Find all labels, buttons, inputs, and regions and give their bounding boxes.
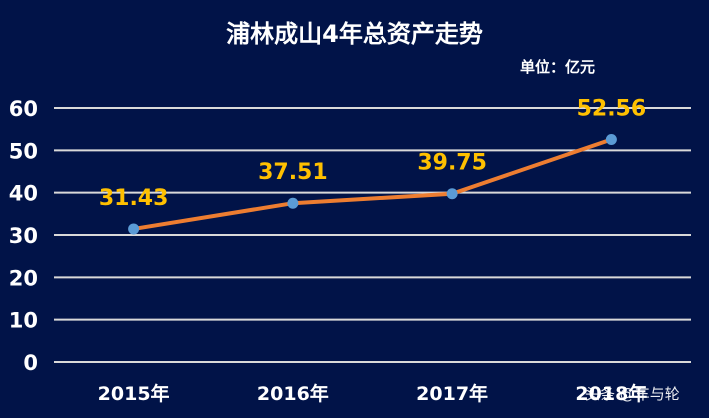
chart-title: 浦林成山4年总资产走势	[226, 20, 483, 48]
y-tick-label: 20	[9, 266, 38, 290]
data-point-marker	[287, 197, 299, 209]
data-label: 31.43	[99, 186, 169, 211]
watermark: 头条 @车与轮	[585, 385, 680, 403]
data-point-marker	[128, 223, 140, 235]
y-tick-label: 30	[9, 224, 38, 248]
series-line	[133, 137, 613, 231]
data-label: 52.56	[577, 96, 647, 121]
y-tick-label: 50	[9, 139, 38, 163]
data-label: 39.75	[417, 151, 487, 176]
data-point-marker	[605, 133, 617, 145]
y-tick-label: 10	[9, 309, 38, 333]
y-tick-label: 40	[9, 182, 38, 206]
y-tick-label: 60	[9, 97, 38, 121]
data-point-marker	[446, 188, 458, 200]
unit-label: 单位：亿元	[520, 58, 596, 76]
x-tick-label: 2018年	[575, 382, 647, 405]
y-tick-label: 0	[23, 351, 38, 375]
x-tick-label: 2015年	[98, 382, 170, 405]
data-label: 37.51	[258, 160, 328, 185]
x-tick-label: 2016年	[257, 382, 329, 405]
x-tick-label: 2017年	[416, 382, 488, 405]
